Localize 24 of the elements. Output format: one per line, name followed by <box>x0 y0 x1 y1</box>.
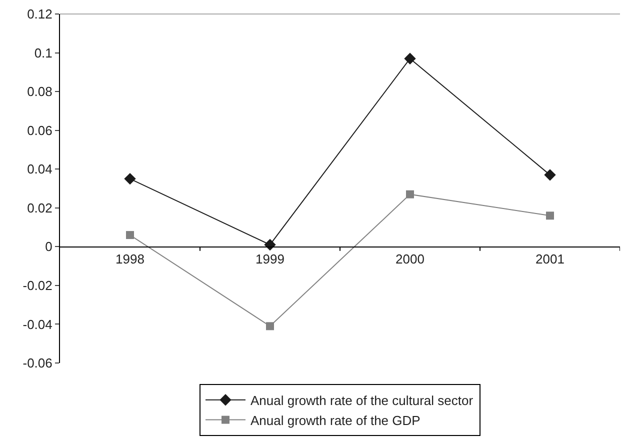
point <box>544 169 556 181</box>
point <box>406 190 414 198</box>
x-tick-label: 1998 <box>116 251 144 266</box>
legend-label: Anual growth rate of the GDP <box>250 412 420 428</box>
y-tick-label: -0.02 <box>22 278 52 293</box>
y-tick-label: 0.02 <box>27 200 52 216</box>
y-tick-label: 0.12 <box>27 6 52 22</box>
legend-label: Anual growth rate of the cultural sector <box>250 392 474 408</box>
point <box>126 231 134 240</box>
y-tick-label: 0.1 <box>34 45 52 60</box>
point <box>264 238 276 251</box>
point <box>546 212 554 220</box>
y-tick-label: -0.06 <box>22 356 52 371</box>
y-tick-label: -0.04 <box>22 316 52 332</box>
y-tick-label: 0.06 <box>27 122 52 138</box>
point <box>124 172 136 185</box>
point <box>404 52 416 64</box>
y-tick-label: 0.08 <box>27 84 52 100</box>
x-tick-label: 1999 <box>256 251 284 266</box>
x-tick-label: 2000 <box>396 251 424 266</box>
y-tick-label: 0 <box>45 239 52 254</box>
point <box>266 322 274 330</box>
y-tick-label: 0.04 <box>27 162 52 177</box>
x-tick-label: 2001 <box>536 251 564 266</box>
